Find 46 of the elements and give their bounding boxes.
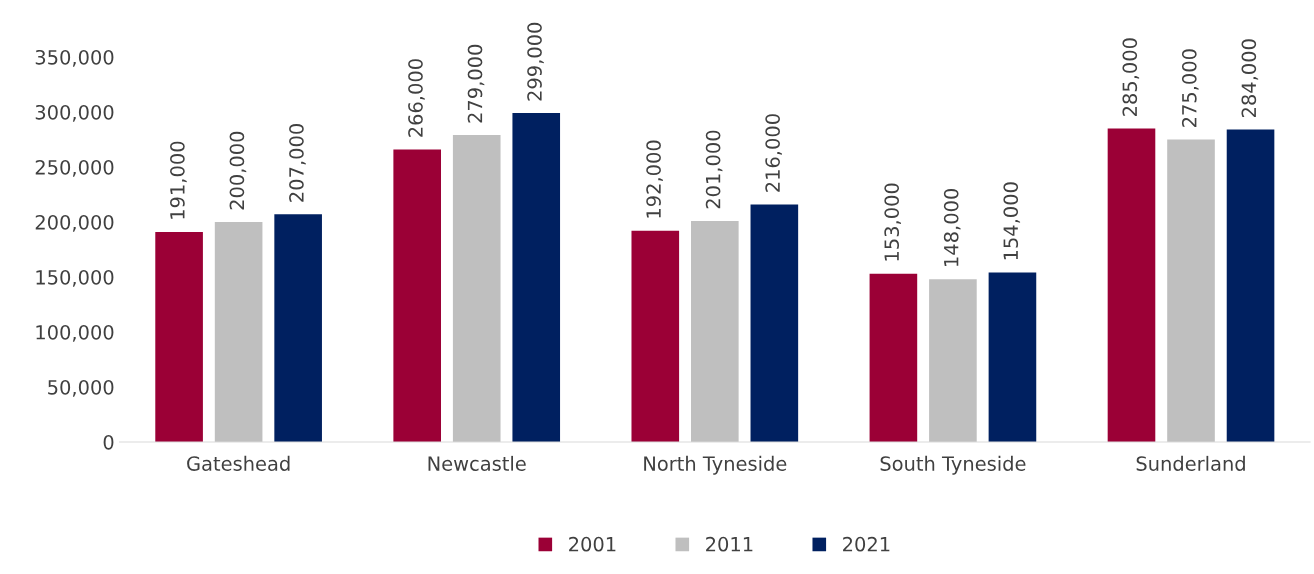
bar xyxy=(1226,129,1275,442)
x-tick-label: Newcastle xyxy=(428,455,526,471)
legend-label: 2011 xyxy=(706,536,753,552)
y-tick-label: 300,000 xyxy=(35,104,114,122)
data-label: 154,000 xyxy=(1003,182,1021,260)
data-label: 192,000 xyxy=(646,140,663,218)
bar xyxy=(750,204,799,442)
bar xyxy=(988,272,1037,442)
legend-label: 2021 xyxy=(843,536,890,552)
data-label: 216,000 xyxy=(765,114,782,192)
data-label: 275,000 xyxy=(1181,49,1199,127)
data-label: 207,000 xyxy=(289,124,306,202)
y-tick-label: 0 xyxy=(103,434,114,450)
y-tick-label: 150,000 xyxy=(36,269,114,287)
data-label: 200,000 xyxy=(229,131,247,210)
data-label: 299,000 xyxy=(527,22,544,101)
data-label: 191,000 xyxy=(170,141,187,219)
legend-label: 2001 xyxy=(569,536,616,552)
data-label: 201,000 xyxy=(705,130,723,209)
bar xyxy=(155,231,203,442)
y-tick-label: 250,000 xyxy=(35,159,114,177)
x-tick-label: Sunderland xyxy=(1136,455,1245,471)
x-tick-label: North Tyneside xyxy=(644,455,787,475)
bar xyxy=(631,230,680,442)
y-tick-label: 200,000 xyxy=(35,214,114,232)
bar xyxy=(452,135,501,442)
bar xyxy=(691,220,739,442)
bar xyxy=(274,214,322,442)
bar xyxy=(512,113,561,442)
data-label: 284,000 xyxy=(1241,39,1259,118)
y-tick-label: 100,000 xyxy=(36,324,114,342)
y-tick-label: 350,000 xyxy=(35,49,114,67)
y-tick-label: 50,000 xyxy=(48,379,114,397)
x-tick-label: South Tyneside xyxy=(880,455,1026,475)
bar xyxy=(929,279,977,442)
bar xyxy=(1167,139,1215,442)
x-tick-label: Gateshead xyxy=(187,455,290,471)
data-label: 153,000 xyxy=(884,183,902,261)
data-label: 285,000 xyxy=(1122,38,1140,116)
bar xyxy=(1107,128,1156,442)
data-label: 148,000 xyxy=(943,188,961,266)
bar xyxy=(869,273,918,442)
bar xyxy=(214,221,263,442)
data-label: 266,000 xyxy=(408,59,425,137)
bar xyxy=(393,149,441,442)
data-label: 279,000 xyxy=(467,44,485,123)
